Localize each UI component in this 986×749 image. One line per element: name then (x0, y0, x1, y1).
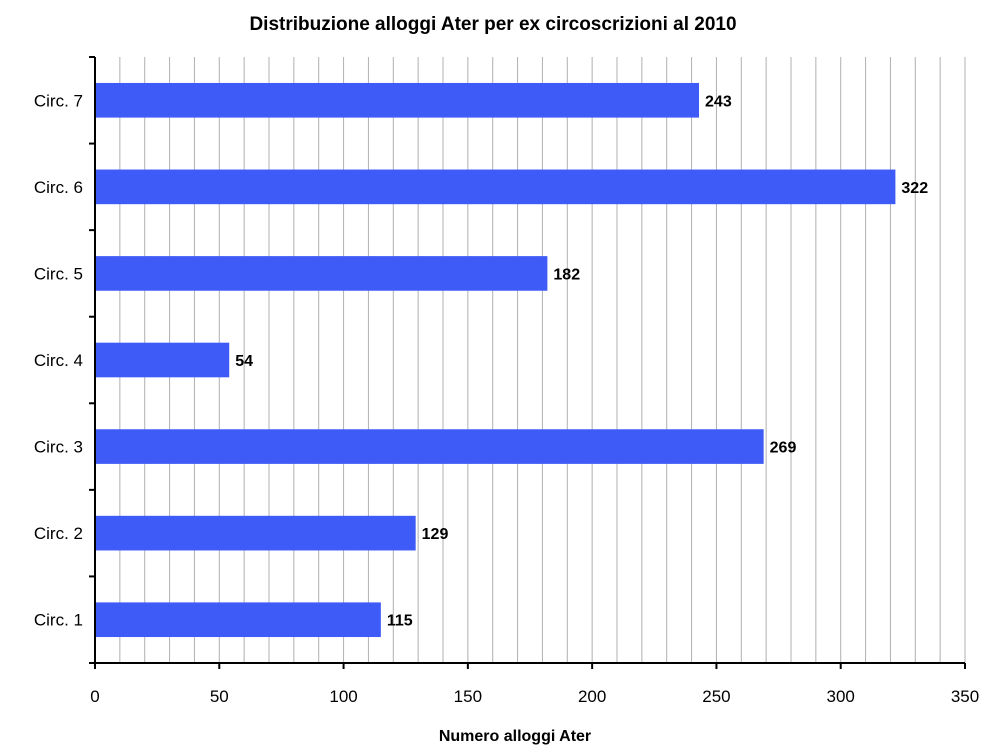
data-label: 182 (553, 266, 580, 283)
y-tick-label: Circ. 3 (34, 438, 83, 457)
chart-title: Distribuzione alloggi Ater per ex circos… (249, 14, 737, 35)
data-label: 115 (387, 613, 413, 630)
bar (95, 169, 896, 205)
x-axis-title: Numero alloggi Ater (439, 728, 591, 745)
y-tick-label: Circ. 2 (34, 524, 83, 543)
bar (95, 342, 230, 378)
data-label: 322 (901, 180, 928, 197)
y-tick-label: Circ. 5 (34, 264, 83, 283)
bar (95, 82, 700, 118)
bar (95, 429, 764, 464)
x-tick-label: 350 (951, 687, 979, 706)
y-tick-label: Circ. 6 (34, 178, 83, 197)
x-tick-label: 200 (578, 687, 606, 706)
y-tick-label: Circ. 4 (34, 351, 83, 370)
bar (95, 515, 416, 551)
data-label: 54 (235, 353, 253, 370)
x-tick-label: 100 (329, 687, 357, 706)
bar (95, 256, 548, 291)
x-tick-label: 0 (90, 687, 99, 706)
bar (95, 602, 381, 638)
data-label: 243 (705, 93, 732, 110)
x-tick-label: 150 (454, 687, 482, 706)
data-label: 269 (770, 440, 797, 457)
y-tick-label: Circ. 1 (34, 611, 83, 630)
data-label: 129 (422, 526, 449, 543)
y-tick-label: Circ. 7 (34, 91, 83, 110)
x-tick-label: 250 (702, 687, 730, 706)
x-tick-label: 50 (210, 687, 229, 706)
x-tick-label: 300 (827, 687, 855, 706)
